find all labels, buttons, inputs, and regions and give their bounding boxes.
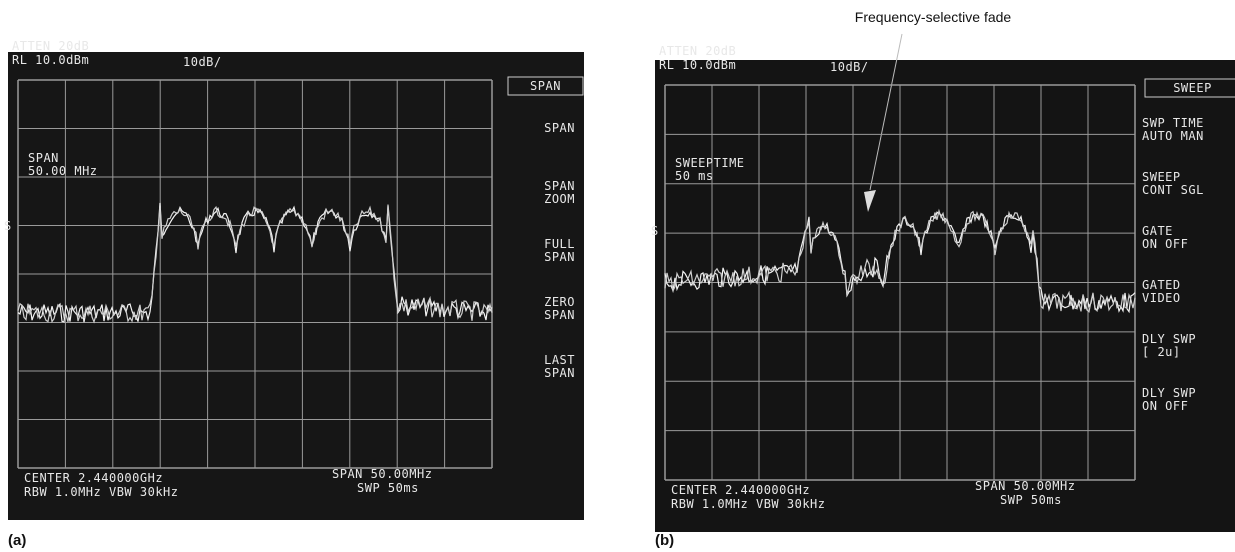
softkey-title: SPAN: [530, 79, 561, 93]
scale-text: 10dB/: [183, 55, 222, 69]
softkey-label: CONT SGL: [1142, 183, 1204, 197]
screen-photo-b: [655, 60, 1235, 532]
softkey-label: GATED: [1142, 278, 1181, 292]
softkey-label: SPAN: [544, 179, 575, 193]
annotation: Frequency-selective fade: [855, 9, 1012, 25]
screen-text: RL 10.0dBm: [12, 53, 89, 67]
softkey-label: GATE: [1142, 224, 1173, 238]
annotation-arrow: [864, 190, 876, 212]
readout-text: 50.00 MHz: [28, 164, 98, 178]
screen-photo-a: [8, 52, 584, 520]
softkey-title-box: [507, 76, 584, 96]
softkey-label: SPAN: [544, 308, 575, 322]
softkey-label: FULL: [544, 237, 575, 251]
softkey-label: DLY SWP: [1142, 386, 1196, 400]
marker-text: S: [651, 224, 659, 238]
softkey-label: ZERO: [544, 295, 575, 309]
softkey-label: ON OFF: [1142, 237, 1188, 251]
trace: [664, 208, 1136, 313]
screen-text: CENTER 2.440000GHz: [24, 471, 163, 485]
softkey-label: VIDEO: [1142, 291, 1181, 305]
screen-text: SWP 50ms: [357, 481, 419, 495]
softkey-label: SPAN: [544, 121, 575, 135]
trace: [17, 204, 493, 324]
screen-text: CENTER 2.440000GHz: [671, 483, 810, 497]
softkey-label: SPAN: [544, 250, 575, 264]
screen-text: RL 10.0dBm: [659, 58, 736, 72]
softkey-label: LAST: [544, 353, 575, 367]
softkey-label: SWEEP: [1142, 170, 1181, 184]
screen-text: ATTEN 20dB: [12, 39, 89, 53]
readout-text: SWEEPTIME: [675, 156, 745, 170]
softkey-label: ON OFF: [1142, 399, 1188, 413]
annotation-line: [869, 33, 903, 191]
softkey-title: SWEEP: [1173, 81, 1212, 95]
screen-text: SPAN 50.00MHz: [975, 479, 1075, 493]
softkey-label: SWP TIME: [1142, 116, 1204, 130]
panel-label: (b): [655, 532, 674, 549]
softkey-label: AUTO MAN: [1142, 129, 1204, 143]
screen-text: ATTEN 20dB: [659, 44, 736, 58]
softkey-label: ZOOM: [544, 192, 575, 206]
screen-text: RBW 1.0MHz VBW 30kHz: [671, 497, 826, 511]
screen-text: RBW 1.0MHz VBW 30kHz: [24, 485, 179, 499]
screen-text: SWP 50ms: [1000, 493, 1062, 507]
screen-text: SPAN 50.00MHz: [332, 467, 432, 481]
scale-text: 10dB/: [830, 60, 869, 74]
readout-text: SPAN: [28, 151, 59, 165]
readout-text: 50 ms: [675, 169, 714, 183]
softkey-label: SPAN: [544, 366, 575, 380]
softkey-label: DLY SWP: [1142, 332, 1196, 346]
trace: [664, 211, 1136, 314]
panel-label: (a): [8, 532, 26, 549]
softkey-label: [ 2u]: [1142, 345, 1181, 359]
marker-text: S: [4, 219, 12, 233]
softkey-title-box: [1144, 78, 1235, 98]
